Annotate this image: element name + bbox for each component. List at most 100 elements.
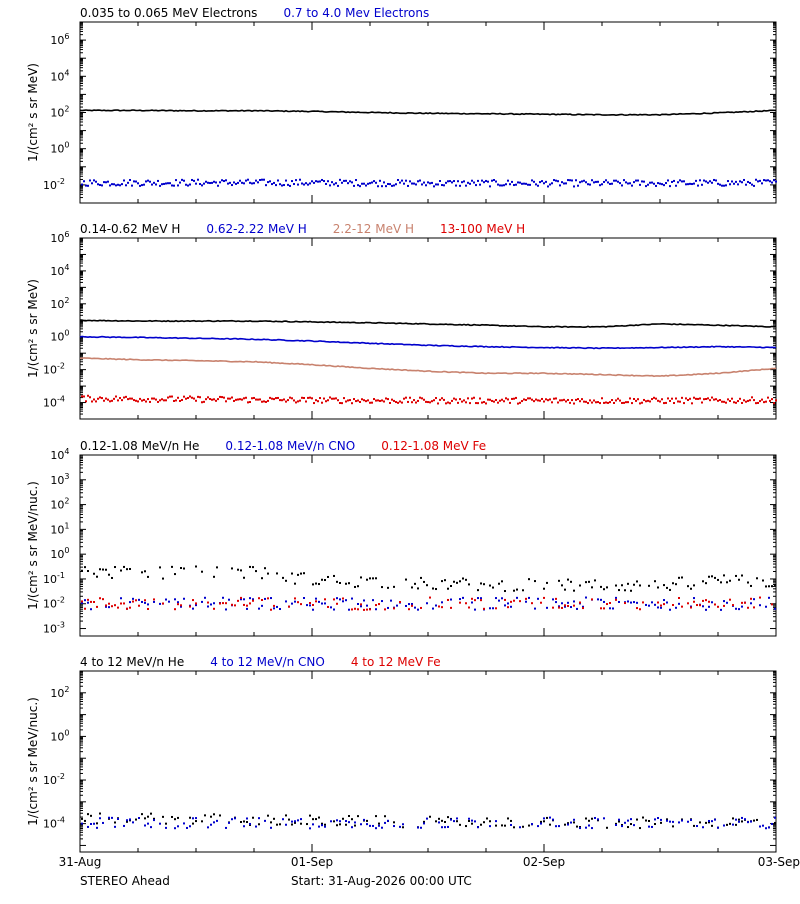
- data-point: [229, 181, 231, 184]
- x-tick-label: 31-Aug: [59, 855, 102, 869]
- data-point: [599, 402, 601, 405]
- data-point: [633, 397, 635, 400]
- data-point: [411, 586, 413, 589]
- data-point: [417, 826, 419, 829]
- data-point: [624, 821, 626, 824]
- data-point: [660, 818, 662, 821]
- data-point: [648, 584, 650, 587]
- data-point: [391, 398, 393, 401]
- data-point: [281, 399, 283, 402]
- data-point: [535, 398, 537, 401]
- data-point: [743, 178, 745, 181]
- data-point: [635, 399, 637, 402]
- data-point: [451, 181, 453, 184]
- data-point: [327, 575, 329, 578]
- data-point: [417, 608, 419, 611]
- data-point: [483, 181, 485, 184]
- data-point: [715, 398, 717, 401]
- data-point: [691, 402, 693, 405]
- data-point: [505, 397, 507, 400]
- data-point: [617, 397, 619, 400]
- data-point: [439, 398, 441, 401]
- data-point: [510, 819, 512, 822]
- data-point: [279, 608, 281, 611]
- data-point: [333, 397, 335, 400]
- data-point: [579, 601, 581, 604]
- data-point: [135, 180, 137, 183]
- data-point: [504, 824, 506, 827]
- data-point: [317, 180, 319, 183]
- data-point: [531, 602, 533, 605]
- data-point: [519, 600, 521, 603]
- data-point: [737, 183, 739, 186]
- data-point: [749, 399, 751, 402]
- data-point: [169, 182, 171, 185]
- data-point: [673, 179, 675, 182]
- data-point: [765, 585, 767, 588]
- data-point: [511, 397, 513, 400]
- data-point: [159, 822, 161, 825]
- data-point: [681, 818, 683, 821]
- data-point: [203, 182, 205, 185]
- data-point: [231, 396, 233, 399]
- data-point: [531, 823, 533, 826]
- data-point: [234, 817, 236, 820]
- data-point: [579, 181, 581, 184]
- data-point: [133, 399, 135, 402]
- data-point: [462, 596, 464, 599]
- data-point: [291, 820, 293, 823]
- data-point: [517, 181, 519, 184]
- data-point: [324, 602, 326, 605]
- data-point: [588, 819, 590, 822]
- legend-entry: 0.12-1.08 MeV/n He: [80, 439, 199, 453]
- data-point: [437, 183, 439, 186]
- data-point: [319, 180, 321, 183]
- data-point: [522, 589, 524, 592]
- data-point: [591, 179, 593, 182]
- data-point: [419, 396, 421, 399]
- data-point: [133, 180, 135, 183]
- data-point: [471, 601, 473, 604]
- data-point: [630, 601, 632, 604]
- data-point: [321, 824, 323, 827]
- data-point: [264, 819, 266, 822]
- data-point: [585, 817, 587, 820]
- data-point: [756, 818, 758, 821]
- data-point: [375, 827, 377, 830]
- data-point: [390, 599, 392, 602]
- data-point: [591, 817, 593, 820]
- data-point: [360, 823, 362, 826]
- data-point: [609, 182, 611, 185]
- panel-frame: [79, 237, 777, 420]
- data-point: [456, 820, 458, 823]
- data-point: [699, 397, 701, 400]
- data-point: [603, 817, 605, 820]
- data-point: [345, 582, 347, 585]
- data-point: [89, 396, 91, 399]
- data-point: [559, 399, 561, 402]
- data-point: [515, 396, 517, 399]
- data-point: [183, 567, 185, 570]
- data-point: [135, 818, 137, 821]
- y-axis-label: 1/(cm² s sr MeV): [26, 279, 40, 378]
- data-point: [747, 606, 749, 609]
- data-point: [618, 820, 620, 823]
- data-point: [579, 826, 581, 829]
- data-point: [753, 606, 755, 609]
- data-point: [309, 814, 311, 817]
- series-2: [79, 335, 777, 350]
- data-point: [163, 399, 165, 402]
- data-point: [591, 827, 593, 830]
- data-point: [105, 568, 107, 571]
- data-point: [457, 180, 459, 183]
- data-point: [695, 397, 697, 400]
- data-point: [209, 182, 211, 185]
- data-point: [603, 401, 605, 404]
- data-point: [163, 182, 165, 185]
- data-point: [227, 182, 229, 185]
- data-point: [239, 398, 241, 401]
- data-point: [345, 599, 347, 602]
- data-point: [765, 827, 767, 830]
- data-point: [569, 401, 571, 404]
- data-point: [96, 822, 98, 825]
